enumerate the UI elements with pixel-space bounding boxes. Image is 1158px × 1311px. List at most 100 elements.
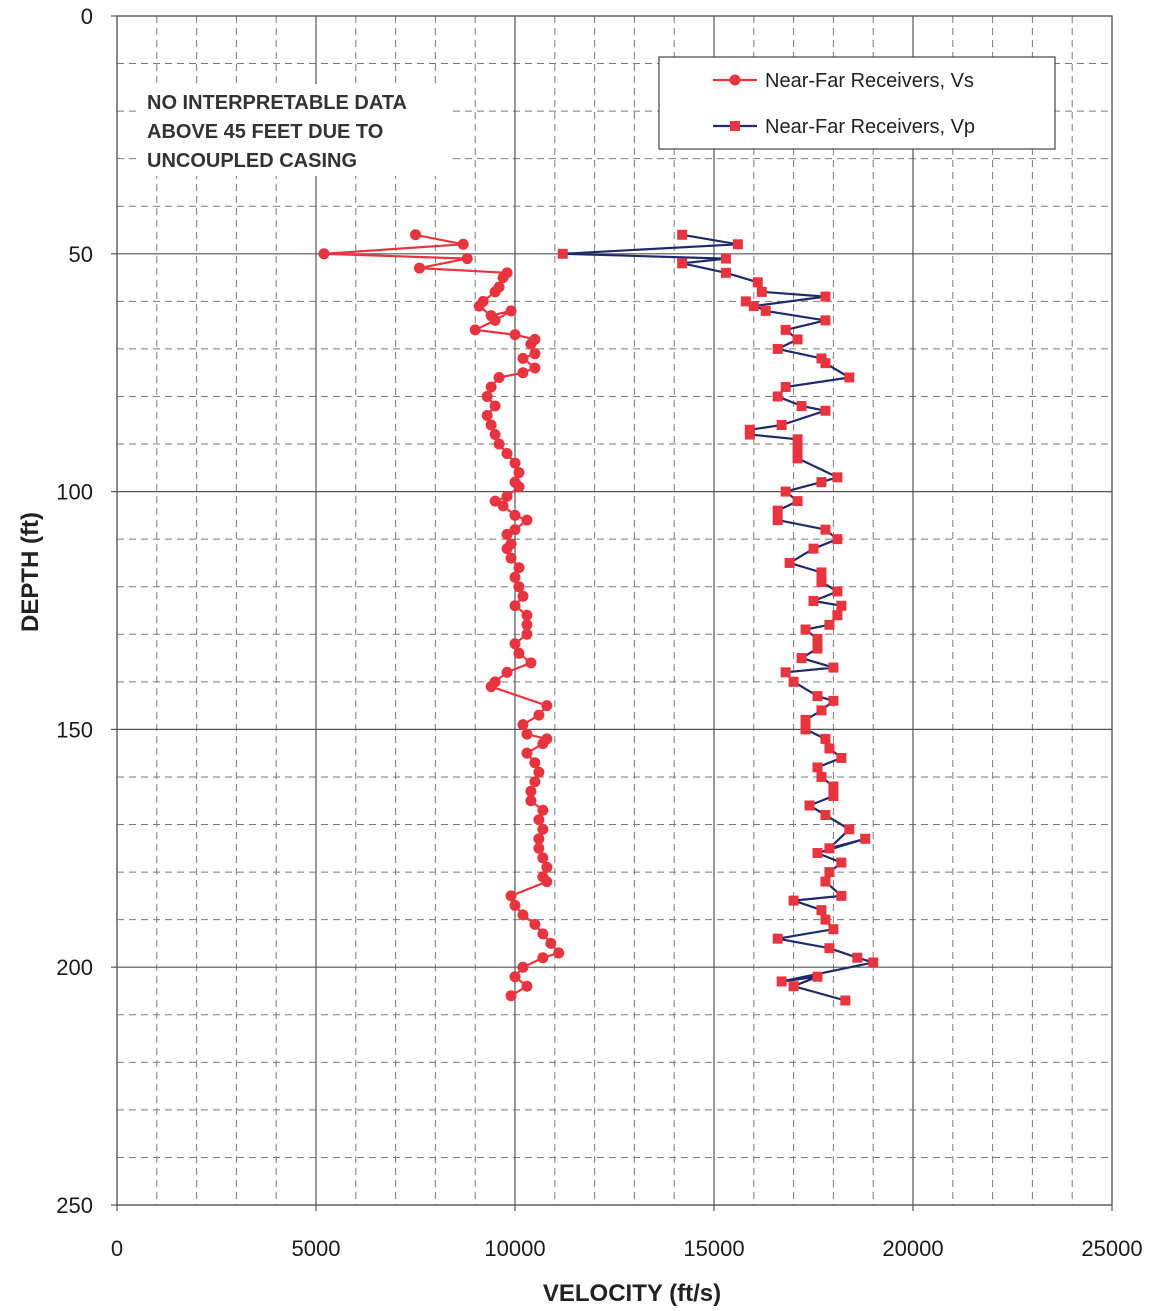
data-point (824, 843, 835, 854)
data-point (776, 976, 787, 987)
y-tick-label: 200 (56, 955, 93, 980)
data-point (513, 581, 525, 593)
data-point (744, 429, 755, 440)
legend-box (658, 56, 1056, 150)
data-point (517, 909, 529, 921)
data-point (812, 762, 823, 773)
series-vp (557, 229, 879, 1006)
y-tick-label: 50 (69, 242, 93, 267)
plot-area (116, 15, 1113, 1206)
data-point (820, 733, 831, 744)
data-point (469, 324, 481, 336)
data-point (792, 453, 803, 464)
data-point (780, 324, 791, 335)
data-point (533, 814, 545, 826)
data-point (521, 980, 533, 992)
data-point (410, 229, 421, 241)
data-point (828, 924, 839, 935)
data-point (537, 823, 549, 835)
data-point (820, 405, 831, 416)
data-point (792, 443, 803, 454)
data-point (828, 662, 839, 673)
data-point (505, 890, 517, 902)
data-point (820, 315, 831, 326)
data-point (820, 291, 831, 302)
data-point (553, 947, 565, 959)
data-point (481, 410, 493, 422)
data-point (752, 277, 763, 288)
legend: Near-Far Receivers, Vs Near-Far Receiver… (658, 56, 1056, 150)
data-point (509, 600, 521, 612)
data-point (812, 691, 823, 702)
data-point (521, 619, 533, 631)
data-point (517, 367, 529, 379)
data-point (776, 420, 787, 431)
data-point (780, 486, 791, 497)
data-point (677, 229, 688, 240)
data-point (788, 981, 799, 992)
data-point (780, 667, 791, 678)
data-point (820, 876, 831, 887)
x-tick-label: 0 (111, 1236, 123, 1261)
data-point (533, 842, 545, 854)
data-point (493, 438, 505, 450)
y-tick-label: 100 (56, 480, 93, 505)
data-point (517, 961, 529, 973)
data-point (780, 381, 791, 392)
data-point (505, 305, 517, 317)
data-point (525, 657, 537, 669)
data-point (529, 362, 541, 374)
data-point (501, 490, 513, 502)
series-vs (318, 229, 565, 1002)
y-tick-label: 0 (81, 4, 93, 29)
data-point (800, 714, 811, 725)
legend-vp-label: Near-Far Receivers, Vp (765, 116, 975, 138)
annotation-line-1: NO INTERPRETABLE DATA (147, 92, 407, 114)
data-point (509, 524, 521, 536)
data-point (457, 238, 469, 250)
x-tick-label: 20000 (882, 1236, 943, 1261)
data-point (812, 848, 823, 859)
data-point (800, 624, 811, 635)
data-point (497, 272, 509, 284)
data-point (824, 619, 835, 630)
data-point (509, 971, 521, 983)
data-point (497, 500, 509, 512)
data-point (489, 286, 501, 298)
data-point (545, 937, 557, 949)
data-point (537, 952, 549, 964)
data-point (792, 434, 803, 445)
data-point (521, 728, 533, 740)
data-point (788, 676, 799, 687)
data-point (832, 610, 843, 621)
data-point (521, 514, 533, 526)
data-point (537, 804, 549, 816)
data-point (816, 705, 827, 716)
axis-ticks: 0 5000 10000 15000 20000 25000 0 50 100 150 200 250 (56, 4, 1142, 1261)
data-point (828, 790, 839, 801)
data-point (509, 457, 521, 469)
data-point (513, 647, 525, 659)
data-point (720, 267, 731, 278)
data-point (501, 528, 513, 540)
data-point (808, 595, 819, 606)
data-point (772, 505, 783, 516)
data-point (824, 943, 835, 954)
data-point (505, 552, 517, 564)
data-point (509, 571, 521, 583)
data-point (541, 876, 553, 888)
data-point (844, 824, 855, 835)
data-point (513, 467, 525, 479)
y-axis-title: DEPTH (ft) (17, 512, 44, 632)
data-point (732, 239, 743, 250)
data-point (796, 400, 807, 411)
data-point (836, 857, 847, 868)
data-point (509, 899, 521, 911)
data-point (677, 258, 688, 269)
data-point (812, 971, 823, 982)
x-tick-label: 25000 (1081, 1236, 1142, 1261)
data-point (505, 990, 517, 1002)
annotation-line-3: UNCOUPLED CASING (147, 150, 357, 172)
data-point (820, 358, 831, 369)
